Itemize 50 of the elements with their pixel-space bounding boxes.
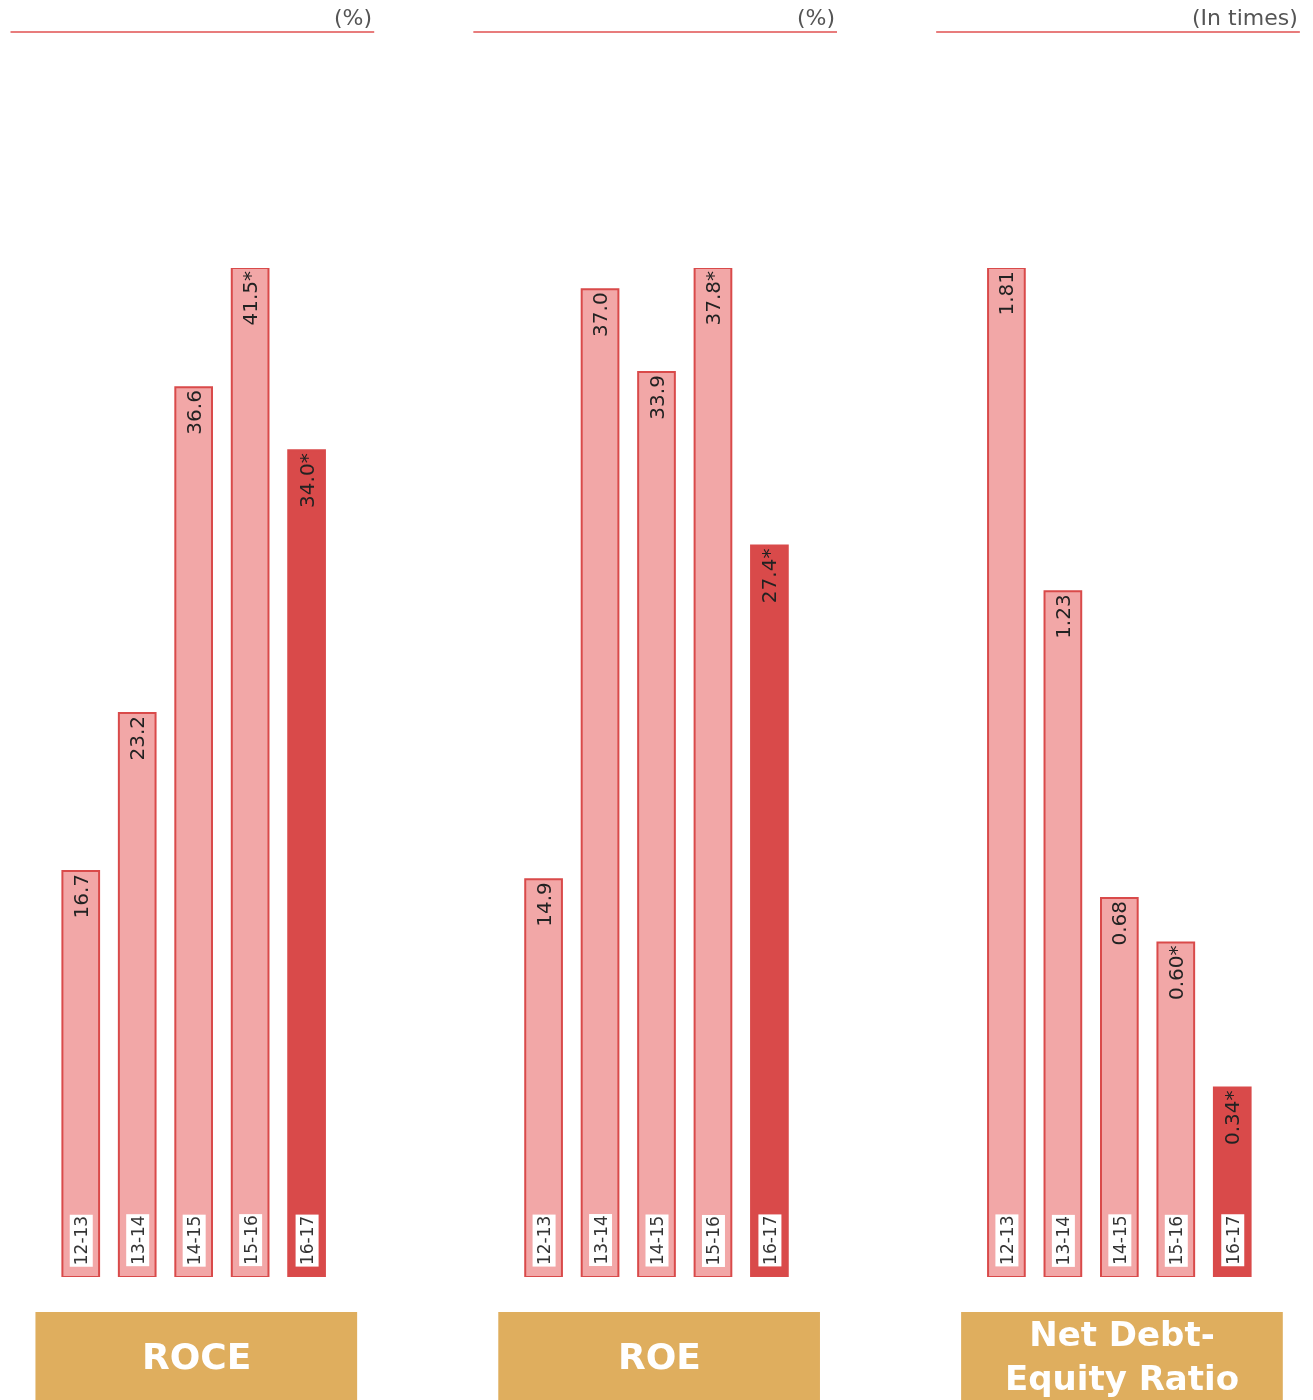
bar (1043, 590, 1083, 1277)
data-label: 1.23 (1050, 594, 1075, 639)
x-tick-label: 14-15 (184, 1215, 205, 1266)
bar (524, 878, 563, 1277)
x-tick-label: 14-15 (1109, 1215, 1130, 1265)
bar (117, 711, 157, 1277)
bar (287, 449, 326, 1277)
bar (580, 288, 620, 1277)
data-label: 41.5* (238, 271, 263, 326)
bar (750, 544, 789, 1277)
chart-subtitle: (%) (797, 5, 836, 30)
bar (693, 268, 733, 1277)
bar (174, 386, 214, 1277)
x-tick-label: 16-17 (759, 1215, 780, 1265)
chart-subtitle: (In times) (1192, 5, 1298, 30)
data-label: 0.34* (1220, 1090, 1245, 1145)
x-tick-label: 15-16 (240, 1215, 261, 1265)
x-tick-label: 14-15 (647, 1215, 667, 1265)
x-tick-label: 15-16 (1166, 1215, 1187, 1266)
data-label: 14.9 (531, 882, 556, 927)
bar (61, 869, 101, 1277)
x-tick-label: 13-14 (1053, 1215, 1074, 1266)
x-tick-label: 12-13 (996, 1215, 1017, 1265)
data-label: 1.81 (994, 271, 1019, 316)
data-label: 16.7 (68, 873, 93, 919)
data-label: 36.6 (181, 390, 206, 435)
bar (637, 371, 676, 1277)
x-tick-label: 12-13 (534, 1215, 555, 1266)
bar (987, 268, 1026, 1277)
text: ROCE (142, 1336, 252, 1377)
data-label: 23.2 (125, 715, 150, 761)
text: ROE (618, 1336, 701, 1377)
bar (1156, 941, 1196, 1277)
x-tick-label: 13-14 (590, 1215, 611, 1265)
data-label: 34.0* (294, 453, 319, 508)
text: Net Debt-Equity Ratio (1005, 1314, 1240, 1399)
x-tick-label: 12-13 (71, 1215, 92, 1266)
data-label: 33.9 (644, 375, 669, 420)
bar (230, 268, 270, 1277)
chart-subtitle: (%) (334, 5, 373, 30)
x-tick-label: 13-14 (127, 1215, 148, 1265)
data-label: 0.68 (1107, 900, 1132, 946)
bar (1099, 896, 1139, 1277)
x-tick-label: 15-16 (703, 1216, 724, 1266)
data-label: 37.0 (588, 292, 613, 337)
data-label: 37.8* (700, 271, 725, 326)
data-label: 0.60* (1163, 945, 1188, 1001)
data-label: 27.4* (757, 548, 782, 604)
x-tick-label: 16-17 (297, 1215, 318, 1266)
x-tick-label: 16-17 (1222, 1215, 1243, 1265)
